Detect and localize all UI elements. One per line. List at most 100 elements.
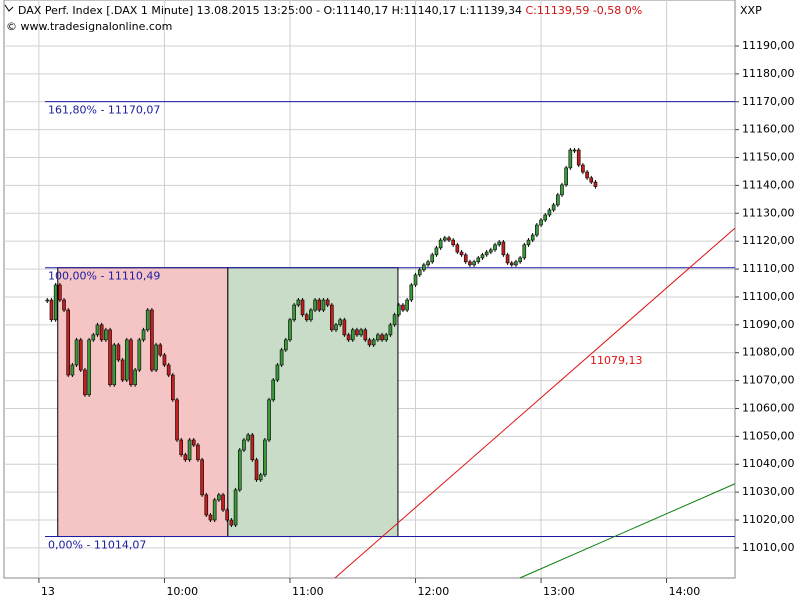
candle-body <box>585 171 589 179</box>
candle-body <box>288 319 292 341</box>
y-tick-label: 11050,00 <box>742 429 795 442</box>
candle-body <box>555 194 560 206</box>
candle-body <box>359 329 363 336</box>
candle-body <box>254 459 259 481</box>
plot-frame <box>3 0 736 579</box>
candle-body <box>409 284 414 301</box>
candle-body <box>99 324 104 341</box>
candle-body <box>455 244 460 253</box>
candle-body <box>346 334 351 341</box>
corner-label: XXP <box>740 4 762 17</box>
y-tick-label: 11010,00 <box>742 541 795 554</box>
candle-body <box>576 149 581 166</box>
candle-body <box>560 184 564 196</box>
candle-body <box>371 339 376 346</box>
candle-body <box>258 474 263 481</box>
candle-body <box>334 324 338 331</box>
candle-body <box>388 324 393 336</box>
y-tick-label: 11030,00 <box>742 485 795 498</box>
candle-body <box>443 237 447 241</box>
candle-body <box>263 439 267 476</box>
candle-body <box>463 254 468 263</box>
level-label: 0,00% - 11014,07 <box>48 539 146 552</box>
candle-body <box>396 304 401 316</box>
candle-body <box>451 239 455 246</box>
candle-body <box>426 261 430 266</box>
candle-body <box>304 314 309 321</box>
candle-body <box>141 329 146 341</box>
trendline <box>334 227 736 579</box>
candle-body <box>112 344 117 386</box>
candle-body <box>70 364 75 376</box>
candle-body <box>45 299 50 302</box>
y-tick-label: 11160,00 <box>742 123 795 136</box>
plot-layer: 161,80% - 11170,07 100,00% - 11110,49 0,00… <box>4 0 736 579</box>
candle-body <box>225 509 230 521</box>
y-tick-label: 11130,00 <box>742 206 795 219</box>
candle-body <box>489 249 493 253</box>
candle-body <box>367 339 372 346</box>
candle-body <box>212 499 217 521</box>
trendline-label: 11079,13 <box>590 354 643 367</box>
level-label: 161,80% - 11170,07 <box>48 104 160 117</box>
candle-body <box>171 374 175 401</box>
candle-body <box>124 339 129 381</box>
candle-body <box>200 459 204 496</box>
candle-body <box>564 167 568 186</box>
candle-body <box>129 339 133 386</box>
candle-body <box>154 344 158 371</box>
chart-title: DAX Perf. Index [.DAX 1 Minute] 13.08.20… <box>18 4 642 17</box>
candle-body <box>95 324 100 336</box>
candle-body <box>480 254 485 259</box>
candle-body <box>191 439 196 446</box>
candle-body <box>87 339 91 396</box>
level-label: 100,00% - 11110,49 <box>48 270 160 283</box>
candle-body <box>518 257 522 263</box>
candle-body <box>221 494 225 511</box>
candle-body <box>242 439 246 451</box>
y-tick-label: 11090,00 <box>742 318 795 331</box>
zone <box>57 267 229 538</box>
candle-body <box>405 299 409 311</box>
candle-body <box>53 284 58 321</box>
y-tick-label: 11080,00 <box>742 346 795 359</box>
candle-body <box>267 399 271 441</box>
candle-body <box>58 284 62 301</box>
candle-body <box>539 219 543 226</box>
y-tick-label: 11020,00 <box>742 513 795 526</box>
candle-body <box>309 309 313 321</box>
candle-body <box>438 239 443 249</box>
candle-body <box>283 339 288 351</box>
candle-body <box>330 304 334 331</box>
candle-body <box>522 244 527 259</box>
candle-body <box>417 269 422 276</box>
candle-body <box>120 359 125 381</box>
candle-body <box>300 299 305 316</box>
candle-body <box>476 257 481 263</box>
candle-body <box>49 299 54 321</box>
candle-body <box>380 334 384 341</box>
candle-body <box>401 304 405 311</box>
candle-body <box>530 234 535 241</box>
trendline <box>519 483 736 579</box>
candle-body <box>321 299 326 311</box>
candle-body <box>535 224 539 236</box>
y-tick-label: 11140,00 <box>742 178 795 191</box>
x-tick-label: 14:00 <box>669 585 701 598</box>
candle-body <box>229 519 234 526</box>
candle-body <box>166 364 171 376</box>
candle-body <box>279 349 284 366</box>
candle-body <box>91 334 96 341</box>
candle-body <box>158 344 163 356</box>
candle-body <box>422 264 426 271</box>
candle-body <box>434 247 439 256</box>
candle-body <box>384 334 389 341</box>
candle-body <box>317 299 322 311</box>
x-tick-label: 12:00 <box>418 585 450 598</box>
candle-body <box>338 319 342 326</box>
candle-body <box>313 299 317 311</box>
candle-body <box>413 274 418 286</box>
candle-body <box>547 209 552 216</box>
y-tick-label: 11060,00 <box>742 401 795 414</box>
